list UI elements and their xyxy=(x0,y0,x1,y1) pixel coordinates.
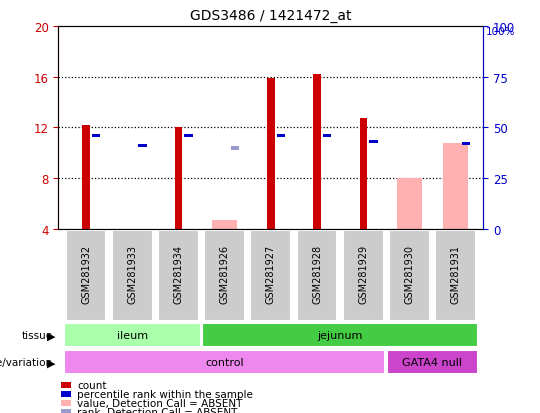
Bar xyxy=(231,146,239,150)
Text: genotype/variation: genotype/variation xyxy=(0,357,53,368)
Text: 100%: 100% xyxy=(486,27,516,37)
Title: GDS3486 / 1421472_at: GDS3486 / 1421472_at xyxy=(190,9,352,23)
FancyBboxPatch shape xyxy=(296,230,338,321)
Bar xyxy=(175,128,182,229)
FancyBboxPatch shape xyxy=(389,230,430,321)
Text: percentile rank within the sample: percentile rank within the sample xyxy=(77,389,253,399)
Bar xyxy=(369,140,377,144)
FancyBboxPatch shape xyxy=(158,230,199,321)
Bar xyxy=(185,134,193,138)
Text: jejunum: jejunum xyxy=(318,330,363,341)
Bar xyxy=(443,143,468,229)
Bar xyxy=(212,221,237,229)
Text: GSM281926: GSM281926 xyxy=(220,244,229,303)
Text: GSM281931: GSM281931 xyxy=(450,244,461,303)
Text: tissue: tissue xyxy=(22,330,53,341)
Text: GSM281930: GSM281930 xyxy=(404,244,414,303)
Bar xyxy=(92,134,100,138)
Bar xyxy=(138,145,146,148)
Text: ▶: ▶ xyxy=(47,357,56,368)
Bar xyxy=(397,178,422,229)
FancyBboxPatch shape xyxy=(112,230,153,321)
Text: count: count xyxy=(77,380,107,390)
Text: GSM281933: GSM281933 xyxy=(127,244,137,303)
Bar xyxy=(323,134,332,138)
FancyBboxPatch shape xyxy=(64,350,386,375)
FancyBboxPatch shape xyxy=(204,230,245,321)
FancyBboxPatch shape xyxy=(64,323,200,348)
Text: rank, Detection Call = ABSENT: rank, Detection Call = ABSENT xyxy=(77,407,238,413)
Bar xyxy=(267,79,274,229)
Text: GATA4 null: GATA4 null xyxy=(402,357,462,368)
Text: control: control xyxy=(205,357,244,368)
Text: GSM281929: GSM281929 xyxy=(358,244,368,303)
Bar xyxy=(360,119,367,229)
FancyBboxPatch shape xyxy=(251,230,291,321)
Bar xyxy=(313,75,321,229)
Text: ▶: ▶ xyxy=(47,330,56,341)
FancyBboxPatch shape xyxy=(343,230,383,321)
FancyBboxPatch shape xyxy=(66,230,106,321)
Text: value, Detection Call = ABSENT: value, Detection Call = ABSENT xyxy=(77,398,242,408)
Bar xyxy=(462,142,470,146)
Text: GSM281927: GSM281927 xyxy=(266,244,276,304)
Bar xyxy=(277,134,285,138)
Bar xyxy=(82,126,90,229)
Text: GSM281934: GSM281934 xyxy=(173,244,184,303)
FancyBboxPatch shape xyxy=(202,323,478,348)
Text: GSM281932: GSM281932 xyxy=(81,244,91,303)
FancyBboxPatch shape xyxy=(387,350,478,375)
Text: GSM281928: GSM281928 xyxy=(312,244,322,303)
Text: ileum: ileum xyxy=(117,330,148,341)
FancyBboxPatch shape xyxy=(435,230,476,321)
